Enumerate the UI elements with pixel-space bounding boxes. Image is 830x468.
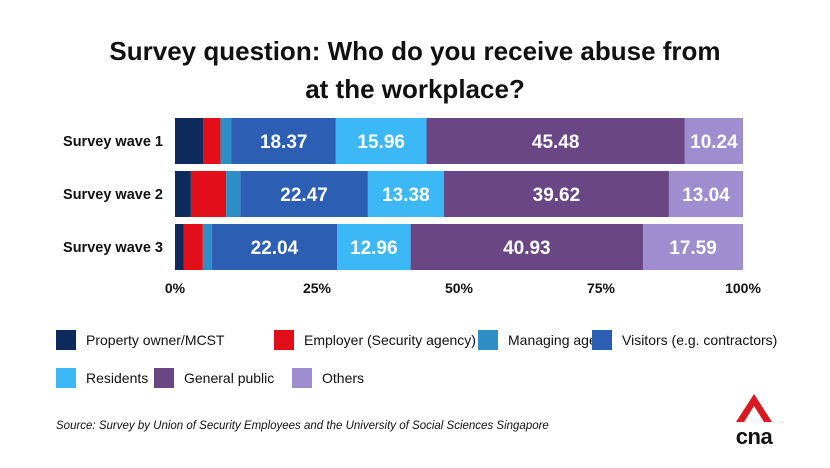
legend-swatch <box>56 368 76 388</box>
bar-segment <box>643 224 743 270</box>
bar-segment <box>684 118 743 164</box>
x-tick-label: 75% <box>587 280 616 296</box>
category-label: Survey wave 2 <box>63 187 163 203</box>
bar-segment <box>220 118 232 164</box>
bar-segment <box>668 171 743 217</box>
x-tick-label: 50% <box>445 280 474 296</box>
chart-title-line-1: Survey question: Who do you receive abus… <box>109 36 721 66</box>
cna-logo-icon <box>736 394 772 422</box>
data-label: 12.96 <box>350 238 398 259</box>
bar-segment <box>410 224 644 270</box>
legend-item: Employer (Security agency) <box>274 330 476 350</box>
legend-label: General public <box>184 370 275 386</box>
legend-label: Managing agent <box>508 332 609 348</box>
data-label: 45.48 <box>532 132 580 153</box>
bar-segment <box>211 224 337 270</box>
legend-label: Others <box>322 370 365 386</box>
data-label: 10.24 <box>690 132 738 153</box>
legend-label: Visitors (e.g. contractors) <box>622 332 778 348</box>
category-label: Survey wave 3 <box>63 240 163 256</box>
data-label: 40.93 <box>503 238 551 259</box>
bar-segment <box>367 171 444 217</box>
bar-segment <box>231 118 336 164</box>
bar-segment <box>335 118 427 164</box>
data-label: 13.38 <box>382 185 430 206</box>
data-label: 39.62 <box>533 185 581 206</box>
bar-segment <box>190 171 227 217</box>
chart-title: Survey question: Who do you receive abus… <box>0 32 830 108</box>
legend-item: Others <box>292 368 364 388</box>
cna-logo-text: cna <box>735 424 773 449</box>
x-tick-label: 100% <box>725 280 761 296</box>
category-label: Survey wave 1 <box>63 134 163 150</box>
data-label: 13.04 <box>682 185 730 206</box>
data-label: 22.47 <box>280 185 328 206</box>
legend-swatch <box>56 330 76 350</box>
legend-item: Residents <box>56 368 148 388</box>
legend-label: Property owner/MCST <box>86 332 225 348</box>
bar-segment <box>226 171 241 217</box>
legend-item: Managing agent <box>478 330 608 350</box>
bar-segment <box>202 224 212 270</box>
legend-swatch <box>274 330 294 350</box>
bar-segment <box>426 118 685 164</box>
bar-segment <box>175 118 204 164</box>
legend-item: Property owner/MCST <box>56 330 224 350</box>
data-label: 22.04 <box>251 238 299 259</box>
stacked-bar-chart: Survey wave 1 18.37 15.96 45.48 10.24 Survey … <box>63 118 761 296</box>
legend-swatch <box>592 330 612 350</box>
bar-segment <box>336 224 411 270</box>
data-label: 18.37 <box>260 132 308 153</box>
data-label: 15.96 <box>357 132 405 153</box>
legend-label: Employer (Security agency) <box>304 332 476 348</box>
legend-swatch <box>154 368 174 388</box>
chart-title-line-2: at the workplace? <box>305 74 525 104</box>
legend-swatch <box>478 330 498 350</box>
bar-segment <box>240 171 368 217</box>
bar-segment <box>175 171 191 217</box>
bar-segment <box>443 171 669 217</box>
data-label: 17.59 <box>669 238 717 259</box>
bar-segment <box>175 224 184 270</box>
x-tick-label: 0% <box>165 280 186 296</box>
source-note: Source: Survey by Union of Security Empl… <box>56 420 549 432</box>
bar-segment <box>203 118 221 164</box>
legend-item: General public <box>154 368 274 388</box>
x-tick-label: 25% <box>303 280 332 296</box>
bar-segment <box>183 224 203 270</box>
legend-label: Residents <box>86 370 149 386</box>
legend-item: Visitors (e.g. contractors) <box>592 330 777 350</box>
legend-swatch <box>292 368 312 388</box>
